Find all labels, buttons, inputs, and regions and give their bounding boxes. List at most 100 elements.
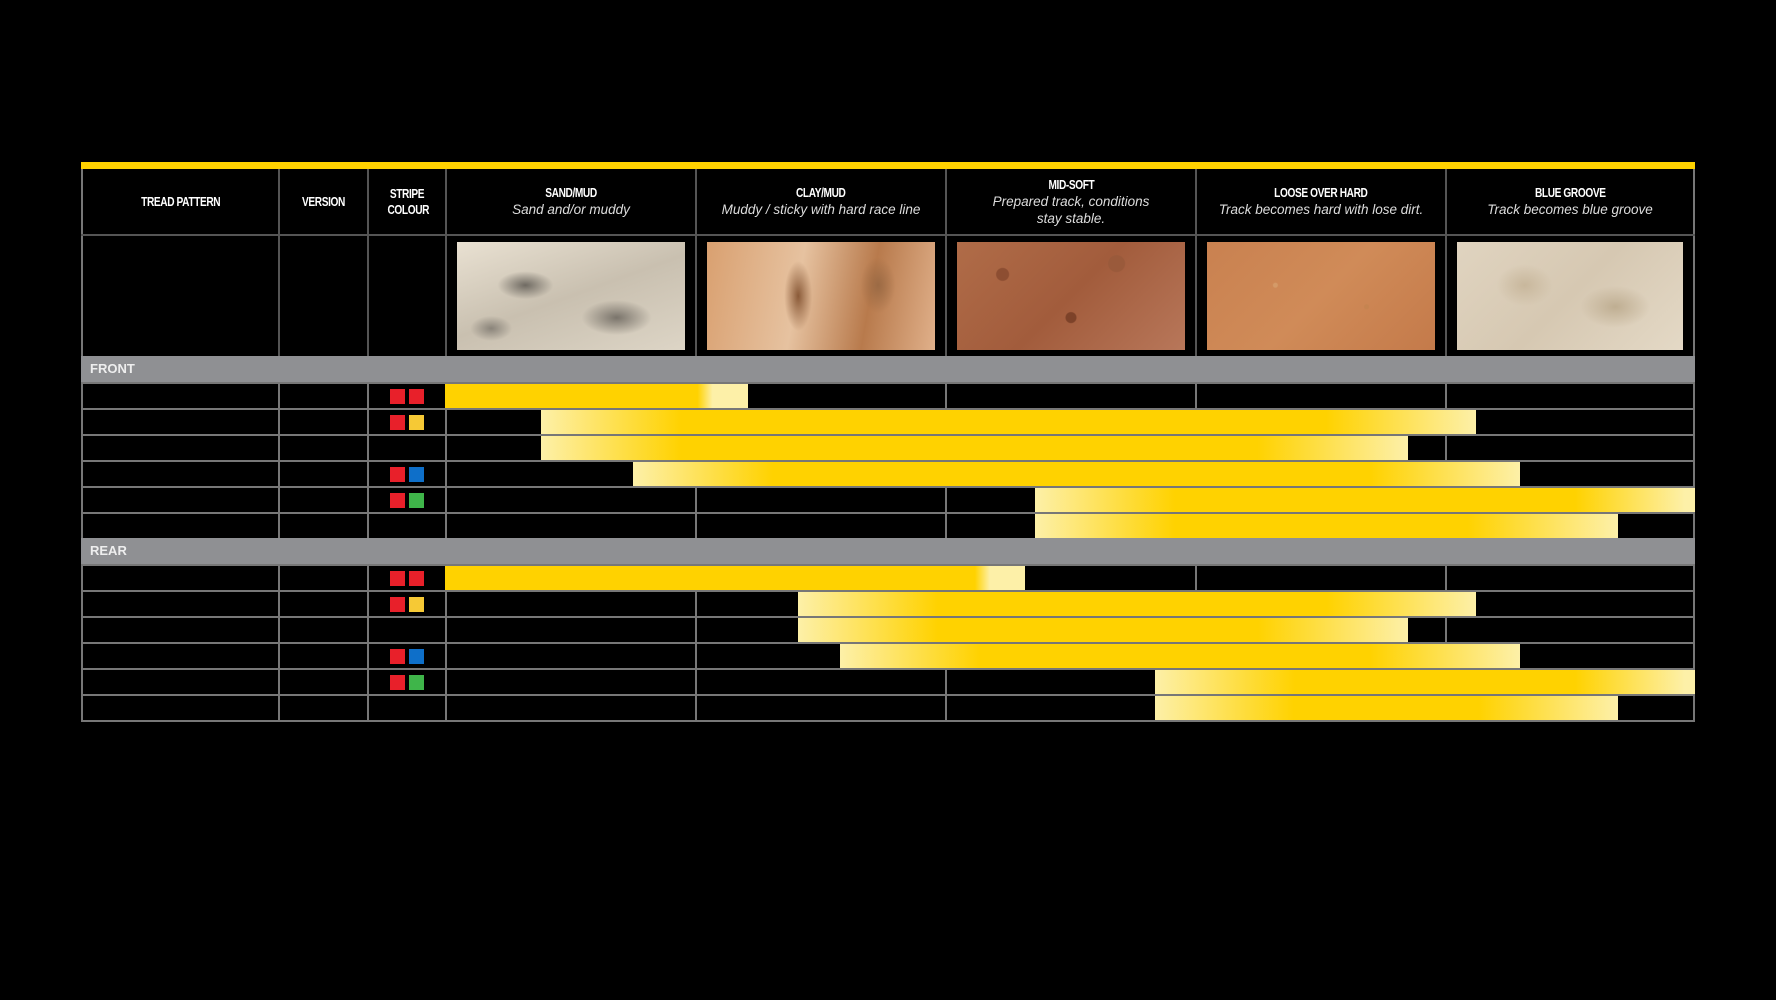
condition-cell (945, 670, 1195, 694)
stripe-swatch-red (409, 388, 424, 404)
stripe-colour-cell (367, 410, 445, 434)
condition-cell (1195, 384, 1445, 408)
stripe-colour-cell (367, 644, 445, 668)
suitability-bar (1155, 670, 1695, 694)
table-row (81, 694, 1695, 720)
condition-cell (445, 618, 695, 642)
version-cell (278, 670, 367, 694)
empty-cell (81, 236, 278, 356)
suitability-track (445, 410, 1695, 434)
tread-pattern-cell (81, 488, 278, 512)
image-row (81, 236, 1695, 356)
stripe-swatch-red (390, 414, 405, 430)
condition-cell (695, 514, 945, 538)
condition-cell (945, 696, 1195, 720)
condition-image-cell (1195, 236, 1445, 356)
version-cell (278, 462, 367, 486)
accent-bar (81, 162, 1695, 169)
condition-subtitle: Muddy / sticky with hard race line (721, 202, 921, 217)
condition-cell (1445, 436, 1695, 460)
stripe-swatch-red (390, 388, 405, 404)
header-label: STRIPE COLOUR (387, 185, 430, 217)
suitability-track (445, 696, 1695, 720)
version-cell (278, 436, 367, 460)
stripe-swatch-green (409, 492, 424, 508)
suitability-track (445, 670, 1695, 694)
version-cell (278, 566, 367, 590)
condition-cell (445, 488, 695, 512)
condition-cell (445, 462, 695, 486)
stripe-colour-cell (367, 618, 445, 642)
suitability-track (445, 462, 1695, 486)
version-cell (278, 592, 367, 616)
section-band-front: FRONT (81, 356, 1695, 382)
suitability-bar (541, 436, 1408, 460)
stripe-swatch-red (390, 466, 405, 482)
condition-cell (695, 670, 945, 694)
version-cell (278, 488, 367, 512)
terrain-photo-midsoft (957, 242, 1185, 350)
condition-cell (695, 696, 945, 720)
table-row (81, 460, 1695, 486)
table-row (81, 564, 1695, 590)
stripe-swatch-red (390, 674, 405, 690)
tread-pattern-cell (81, 696, 278, 720)
condition-subtitle: Prepared track, conditions stay stable. (992, 193, 1150, 226)
header-condition: CLAY/MUD Muddy / sticky with hard race li… (695, 169, 945, 234)
condition-cell (695, 618, 945, 642)
section-band-rear: REAR (81, 538, 1695, 564)
condition-cell (445, 592, 695, 616)
version-cell (278, 410, 367, 434)
condition-subtitle: Sand and/or muddy (512, 202, 630, 217)
stripe-colour-cell (367, 436, 445, 460)
condition-subtitle: Track becomes blue groove (1487, 202, 1653, 217)
suitability-track (445, 644, 1695, 668)
table-row (81, 434, 1695, 460)
table-row (81, 486, 1695, 512)
stripe-colour-cell (367, 696, 445, 720)
table-bottom-border (81, 720, 1695, 722)
condition-title: SAND/MUD (545, 185, 597, 200)
terrain-photo-clay (707, 242, 935, 350)
table-row (81, 668, 1695, 694)
stripe-colour-cell (367, 514, 445, 538)
suitability-bar (632, 462, 1520, 486)
header-condition: BLUE GROOVE Track becomes blue groove (1445, 169, 1695, 234)
suitability-track (445, 618, 1695, 642)
version-cell (278, 384, 367, 408)
suitability-bar (541, 410, 1477, 434)
empty-cell (367, 236, 445, 356)
suitability-track (445, 566, 1695, 590)
suitability-bar (797, 618, 1408, 642)
version-cell (278, 514, 367, 538)
condition-cell (445, 670, 695, 694)
table-row (81, 512, 1695, 538)
tread-pattern-cell (81, 618, 278, 642)
header-tread-pattern: TREAD PATTERN (81, 169, 278, 234)
condition-subtitle: Track becomes hard with lose dirt. (1218, 202, 1424, 217)
suitability-bar (797, 592, 1477, 616)
version-cell (278, 696, 367, 720)
tread-pattern-cell (81, 436, 278, 460)
version-cell (278, 618, 367, 642)
header-row: TREAD PATTERN VERSION STRIPE COLOUR SAND… (81, 169, 1695, 236)
condition-cell (445, 696, 695, 720)
suitability-bar (1035, 488, 1695, 512)
stripe-swatch-blue (409, 466, 424, 482)
terrain-photo-blue (1457, 242, 1683, 350)
stripe-swatch-red (390, 596, 405, 612)
table-row (81, 382, 1695, 408)
condition-cell (945, 488, 1195, 512)
condition-cell (945, 384, 1195, 408)
stripe-swatch-red (409, 570, 424, 586)
condition-cell (1445, 618, 1695, 642)
stripe-swatch-yellow (409, 596, 424, 612)
header-condition: MID-SOFT Prepared track, conditions stay … (945, 169, 1195, 234)
header-stripe-colour: STRIPE COLOUR (367, 169, 445, 234)
table-row (81, 616, 1695, 642)
tread-pattern-cell (81, 462, 278, 486)
tread-pattern-cell (81, 592, 278, 616)
tread-pattern-cell (81, 644, 278, 668)
condition-cell (1445, 384, 1695, 408)
header-condition: SAND/MUD Sand and/or muddy (445, 169, 695, 234)
